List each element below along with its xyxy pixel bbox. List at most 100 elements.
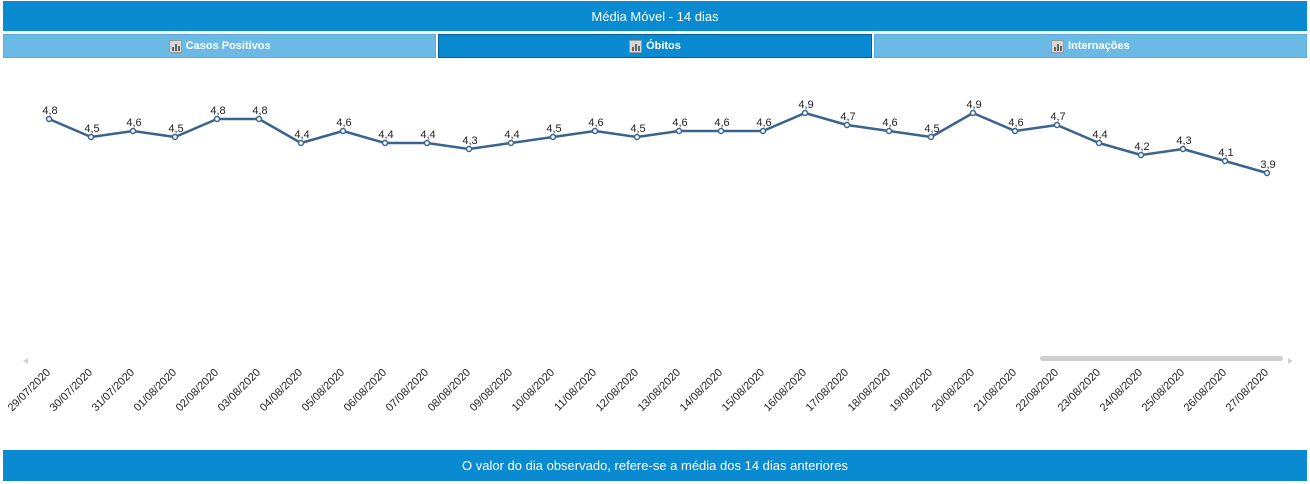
data-point[interactable] [423,139,431,147]
chart-title-bar: Média Móvel - 14 dias [3,1,1307,31]
data-point[interactable] [129,127,137,135]
horizontal-scrollbar[interactable] [23,356,1293,364]
tab-obitos[interactable]: Óbitos [438,34,872,58]
data-label: 4,6 [882,117,897,129]
data-points [45,109,1271,177]
x-tick-label: 10/08/2020 [510,367,557,414]
data-point[interactable] [969,109,977,117]
data-label: 4,3 [462,135,477,147]
x-tick-label: 14/08/2020 [678,367,725,414]
x-tick-label: 16/08/2020 [762,367,809,414]
data-point[interactable] [507,139,515,147]
x-tick-label: 15/08/2020 [720,367,767,414]
data-point[interactable] [255,115,263,123]
data-point[interactable] [1011,127,1019,135]
data-labels: 4,8 4,5 4,6 4,5 4,8 4,8 4,4 4,6 4,4 4,4 4,3 4,4 4,5 4… [42,99,1275,171]
data-point[interactable] [885,127,893,135]
x-tick-label: 01/08/2020 [132,367,179,414]
data-label: 4,4 [504,129,519,141]
data-point[interactable] [1137,151,1145,159]
data-point[interactable] [1263,169,1271,177]
data-point[interactable] [717,127,725,135]
footer-note-bar: O valor do dia observado, refere-se a mé… [3,450,1307,481]
data-label: 4,8 [210,105,225,117]
data-point[interactable] [1179,145,1187,153]
x-tick-label: 18/08/2020 [846,367,893,414]
data-label: 4,3 [1176,135,1191,147]
x-tick-label: 08/08/2020 [426,367,473,414]
data-point[interactable] [1221,157,1229,165]
data-label: 4,8 [252,105,267,117]
data-label: 4,7 [1050,111,1065,123]
data-label: 4,4 [378,129,393,141]
data-label: 4,5 [924,123,939,135]
data-label: 4,7 [840,111,855,123]
tab-bar: Casos Positivos Óbitos Internações [3,34,1307,60]
data-label: 4,5 [168,123,183,135]
data-point[interactable] [549,133,557,141]
data-label: 4,6 [714,117,729,129]
data-label: 4,6 [672,117,687,129]
tab-casos-positivos[interactable]: Casos Positivos [3,34,437,58]
bar-chart-icon [168,39,182,53]
data-point[interactable] [675,127,683,135]
data-point[interactable] [1095,139,1103,147]
x-tick-label: 26/08/2020 [1182,367,1229,414]
bar-chart-icon [629,39,643,53]
scroll-right-arrow-icon[interactable] [1288,358,1293,364]
x-tick-label: 02/08/2020 [174,367,221,414]
data-label: 4,6 [1008,117,1023,129]
scroll-left-arrow-icon[interactable] [23,358,28,364]
data-point[interactable] [45,115,53,123]
x-tick-label: 04/08/2020 [258,367,305,414]
x-tick-label: 11/08/2020 [552,367,599,414]
data-point[interactable] [171,133,179,141]
x-tick-label: 03/08/2020 [216,367,263,414]
data-label: 4,4 [420,129,435,141]
data-point[interactable] [87,133,95,141]
data-label: 4,9 [966,99,981,111]
x-tick-label: 22/08/2020 [1014,367,1061,414]
x-tick-label: 13/08/2020 [636,367,683,414]
x-tick-label: 19/08/2020 [888,367,935,414]
data-label: 4,4 [294,129,309,141]
x-axis-tick-labels: 29/07/202030/07/202031/07/202001/08/2020… [6,367,1271,414]
tab-label: Casos Positivos [185,40,271,52]
data-label: 4,6 [756,117,771,129]
data-label: 4,2 [1134,141,1149,153]
data-point[interactable] [801,109,809,117]
data-point[interactable] [633,133,641,141]
data-point[interactable] [297,139,305,147]
data-label: 4,1 [1218,147,1233,159]
data-point[interactable] [843,121,851,129]
x-tick-label: 17/08/2020 [804,367,851,414]
footer-note: O valor do dia observado, refere-se a mé… [462,458,848,473]
x-tick-label: 31/07/2020 [90,367,137,414]
data-label: 4,4 [1092,129,1107,141]
data-label: 4,5 [84,123,99,135]
x-tick-label: 23/08/2020 [1056,367,1103,414]
data-point[interactable] [591,127,599,135]
x-tick-label: 27/08/2020 [1224,367,1271,414]
data-point[interactable] [465,145,473,153]
data-point[interactable] [339,127,347,135]
series-line [48,111,1268,175]
data-point[interactable] [381,139,389,147]
data-point[interactable] [759,127,767,135]
x-tick-label: 05/08/2020 [300,367,347,414]
scrollbar-thumb[interactable] [1040,356,1283,361]
tab-internacoes[interactable]: Internações [873,34,1307,58]
data-label: 4,5 [546,123,561,135]
x-tick-label: 30/07/2020 [48,367,95,414]
tab-label: Óbitos [646,40,681,52]
x-tick-label: 29/07/2020 [6,367,53,414]
x-tick-label: 07/08/2020 [384,367,431,414]
data-label: 4,8 [42,105,57,117]
data-label: 4,6 [126,117,141,129]
x-tick-label: 12/08/2020 [594,367,641,414]
data-point[interactable] [927,133,935,141]
data-point[interactable] [1053,121,1061,129]
x-tick-label: 21/08/2020 [972,367,1019,414]
data-point[interactable] [213,115,221,123]
data-label: 4,5 [630,123,645,135]
